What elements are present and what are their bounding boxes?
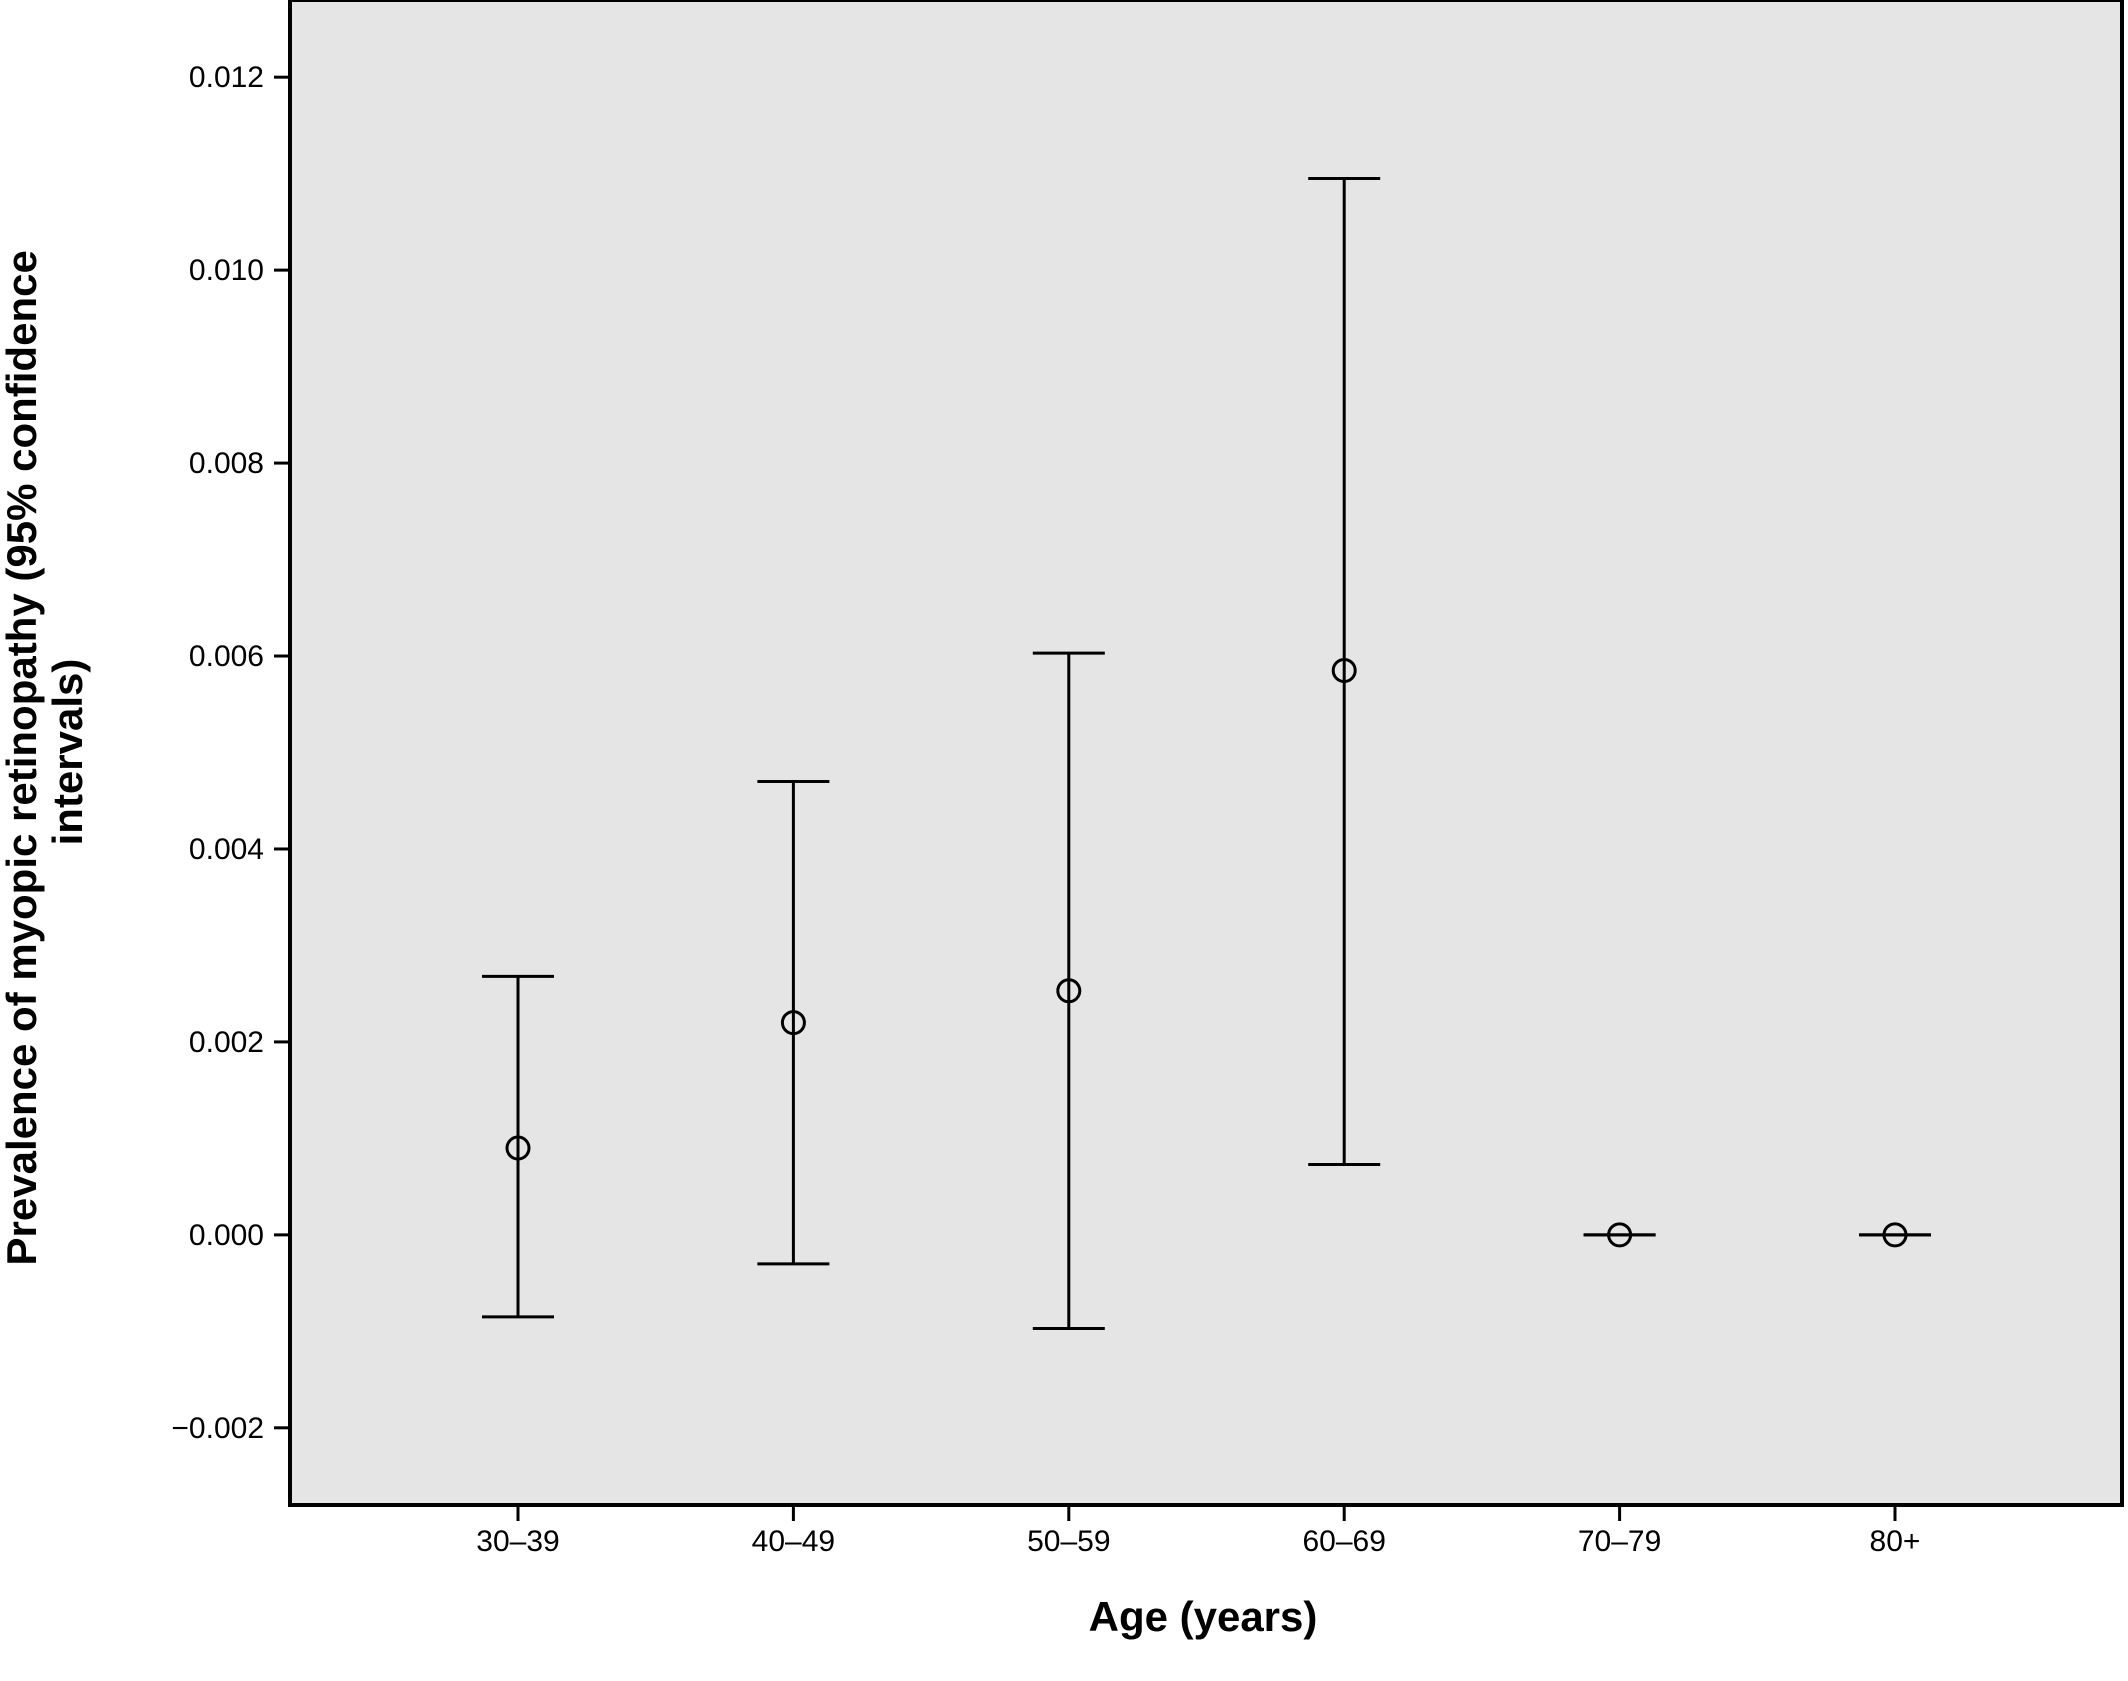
y-axis-title-line-1: Prevalence of myopic retinopathy (95% co…	[0, 250, 45, 1265]
data-point	[1607, 1222, 1633, 1248]
y-axis-title-line-2: intervals)	[44, 659, 91, 846]
plot-area	[288, 0, 2124, 1507]
x-tick-label: 40–49	[752, 1525, 835, 1558]
data-point	[1056, 978, 1082, 1004]
error-bar-group	[757, 779, 830, 1266]
x-axis-title: Age (years)	[1089, 1593, 1318, 1640]
y-tick-label: 0.012	[189, 61, 264, 94]
y-tick-label: 0.000	[189, 1219, 264, 1252]
x-tick-label: 50–59	[1027, 1525, 1110, 1558]
error-bar-group	[482, 974, 554, 1319]
error-bar-group	[1859, 1222, 1931, 1248]
y-tick-label: −0.002	[171, 1412, 264, 1445]
x-tick-label: 80+	[1870, 1525, 1921, 1558]
y-tick-label: 0.002	[189, 1026, 264, 1059]
y-tick-label: 0.006	[189, 640, 264, 673]
data-point	[505, 1135, 531, 1161]
error-bars	[482, 176, 1931, 1330]
y-tick-label: 0.004	[189, 833, 264, 866]
x-tick-label: 60–69	[1302, 1525, 1385, 1558]
y-axis: −0.002 0.000 0.002 0.004 0.006 0.008 0.010 0.01…	[171, 61, 290, 1445]
error-bar-group	[1583, 1222, 1656, 1248]
error-bar-group	[1308, 176, 1381, 1166]
x-tick-label: 30–39	[476, 1525, 559, 1558]
x-axis: 30–39 40–49 50–59 60–69 70–79 80+	[476, 1505, 1920, 1558]
y-axis-title: Prevalence of myopic retinopathy (95% co…	[0, 239, 91, 1266]
y-tick-label: 0.008	[189, 447, 264, 480]
error-bar-group	[1032, 651, 1105, 1330]
y-tick-label: 0.010	[189, 254, 264, 287]
data-point	[1882, 1222, 1908, 1248]
data-point	[1331, 657, 1357, 683]
x-tick-label: 70–79	[1578, 1525, 1661, 1558]
data-point	[780, 1010, 806, 1036]
